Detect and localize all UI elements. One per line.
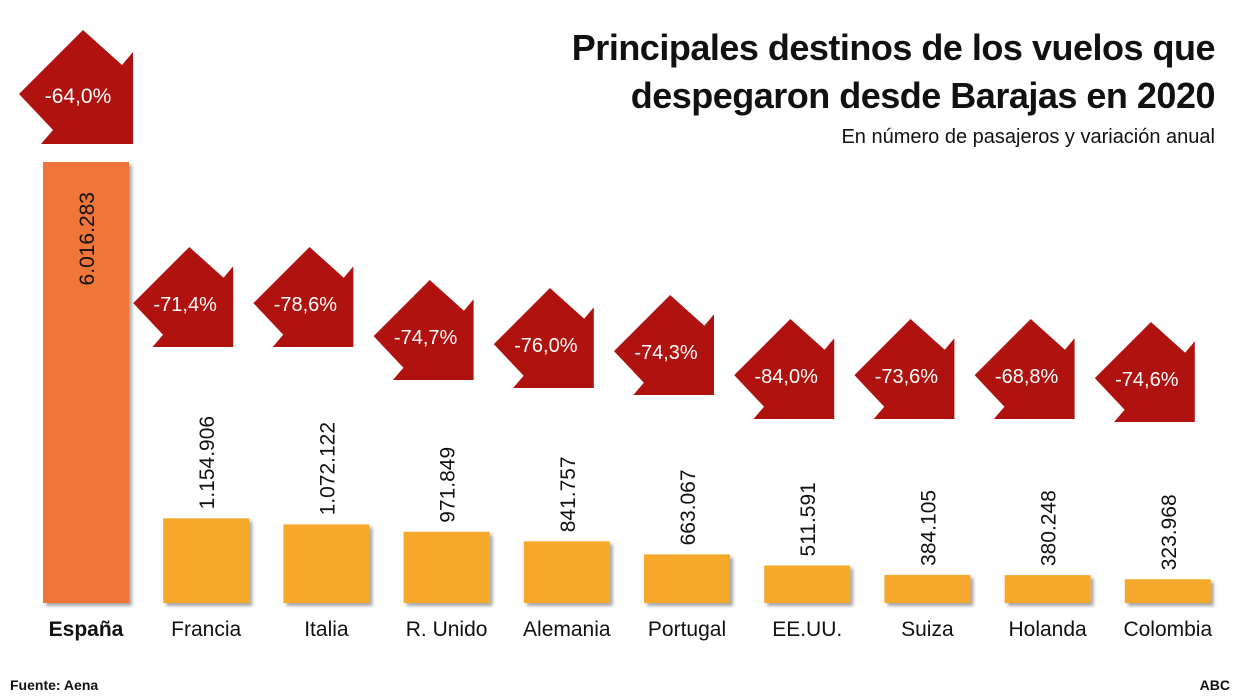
bar <box>43 162 129 603</box>
value-label: 971.849 <box>437 447 460 523</box>
value-label: 1.154.906 <box>196 416 219 509</box>
bar <box>764 565 851 603</box>
bar <box>644 554 730 603</box>
chart-subtitle: En número de pasajeros y variación anual <box>841 126 1215 148</box>
bar <box>283 524 370 603</box>
down-arrow-icon <box>734 319 835 419</box>
bar-group-2: 1.072.122 -78,6% Italia <box>253 247 370 641</box>
bar-group-1: 1.154.906 -71,4% Francia <box>133 247 250 641</box>
down-arrow-icon <box>493 288 594 388</box>
bar <box>1004 575 1091 603</box>
category-label: Italia <box>304 618 349 641</box>
title-line-1: Principales destinos de los vuelos que <box>571 27 1216 68</box>
change-label: -76,0% <box>514 335 578 357</box>
bar-group-9: 323.968 -74,6% Colombia <box>1094 322 1212 641</box>
change-label: -78,6% <box>274 294 338 316</box>
change-label: -74,3% <box>634 342 698 364</box>
down-arrow-icon <box>373 280 474 380</box>
category-label: Holanda <box>1008 618 1087 641</box>
value-label: 841.757 <box>557 456 580 532</box>
category-label: Alemania <box>523 618 611 641</box>
change-label: -71,4% <box>154 294 218 316</box>
down-arrow-icon <box>19 30 133 144</box>
change-label: -73,6% <box>875 366 939 388</box>
bar-group-4: 841.757 -76,0% Alemania <box>493 288 611 641</box>
category-label: España <box>49 618 124 641</box>
bar <box>163 518 250 603</box>
change-label: -64,0% <box>45 85 112 108</box>
value-label: 1.072.122 <box>316 422 339 515</box>
down-arrow-icon <box>974 319 1075 419</box>
chart-title: Principales destinos de los vuelos que d… <box>571 24 1216 120</box>
down-arrow-icon <box>614 295 714 395</box>
bar-group-7: 384.105 -73,6% Suiza <box>854 319 971 641</box>
category-label: R. Unido <box>406 618 488 641</box>
category-label: Portugal <box>648 618 726 641</box>
credit: ABC <box>1199 677 1230 693</box>
bar <box>523 541 610 603</box>
bar-group-3: 971.849 -74,7% R. Unido <box>373 280 490 641</box>
bar <box>403 531 490 603</box>
bar <box>1124 579 1211 603</box>
category-label: EE.UU. <box>772 618 842 641</box>
bar-group-6: 511.591 -84,0% EE.UU. <box>734 319 851 641</box>
value-label: 6.016.283 <box>76 192 99 285</box>
bar <box>884 574 971 603</box>
title-line-2: despegaron desde Barajas en 2020 <box>630 75 1216 116</box>
bar-group-0: 6.016.283 -64,0% España <box>19 30 133 641</box>
down-arrow-icon <box>133 247 234 347</box>
value-label: 384.105 <box>917 490 940 566</box>
value-label: 323.968 <box>1158 494 1181 570</box>
change-label: -68,8% <box>995 366 1059 388</box>
category-label: Suiza <box>901 618 954 641</box>
change-label: -74,7% <box>394 327 458 349</box>
down-arrow-icon <box>854 319 955 419</box>
value-label: 511.591 <box>797 482 820 556</box>
bar-group-8: 380.248 -68,8% Holanda <box>974 319 1091 641</box>
value-label: 663.067 <box>677 469 700 545</box>
category-label: Francia <box>171 618 241 641</box>
change-label: -84,0% <box>755 366 819 388</box>
category-label: Colombia <box>1123 618 1212 641</box>
down-arrow-icon <box>253 247 354 347</box>
bar-group-5: 663.067 -74,3% Portugal <box>614 295 730 641</box>
source-note: Fuente: Aena <box>10 677 99 693</box>
change-label: -74,6% <box>1115 369 1179 391</box>
down-arrow-icon <box>1094 322 1195 422</box>
value-label: 380.248 <box>1038 490 1061 566</box>
